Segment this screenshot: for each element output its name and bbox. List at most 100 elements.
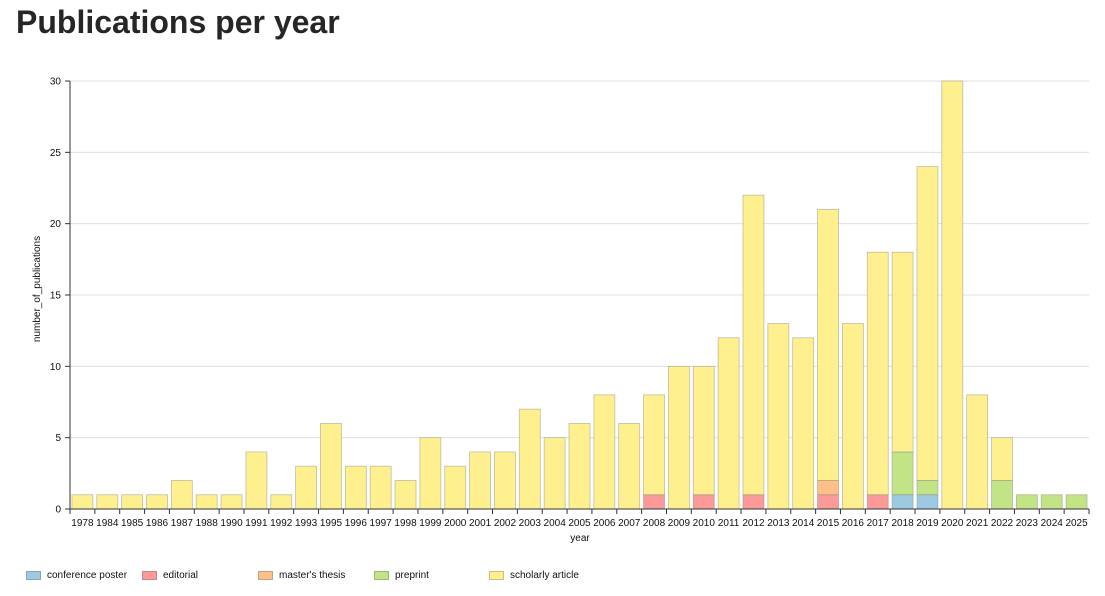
legend-item-preprint[interactable]: preprint — [374, 568, 429, 582]
bar-scholarly-article-1996[interactable] — [344, 465, 367, 510]
x-tick-label: 1998 — [394, 518, 417, 529]
bar-scholarly-article-1992[interactable] — [270, 494, 293, 510]
x-tick-label: 1991 — [245, 518, 268, 529]
x-tick-label: 1992 — [270, 518, 293, 529]
bar-scholarly-article-2002[interactable] — [494, 451, 516, 510]
legend-label: scholarly article — [510, 569, 579, 581]
bar-conference-poster-2018[interactable] — [891, 494, 914, 510]
page-title: Publications per year — [16, 4, 340, 40]
bar-scholarly-article-2003[interactable] — [518, 408, 541, 510]
x-tick-label: 1985 — [121, 518, 144, 529]
y-tick-label: 15 — [50, 291, 62, 302]
bar-scholarly-article-2000[interactable] — [444, 465, 467, 510]
bar-scholarly-article-2006[interactable] — [593, 394, 616, 510]
x-tick-label: 1997 — [370, 518, 393, 529]
bar-preprint-2024[interactable] — [1040, 494, 1063, 510]
bar-editorial-2015[interactable] — [817, 494, 839, 510]
bar-scholarly-article-2010[interactable] — [692, 365, 715, 496]
legend-item-conference-poster[interactable]: conference poster — [26, 568, 127, 582]
bar-scholarly-article-2022[interactable] — [991, 437, 1013, 481]
bar-scholarly-article-2020[interactable] — [941, 80, 964, 510]
bar-preprint-2018[interactable] — [891, 451, 914, 496]
legend-label: preprint — [395, 569, 429, 581]
bar-scholarly-article-2013[interactable] — [767, 323, 790, 510]
bar-scholarly-article-2012[interactable] — [742, 194, 765, 496]
bar-scholarly-article-1984[interactable] — [96, 494, 119, 510]
bar-scholarly-article-1999[interactable] — [419, 437, 442, 510]
x-tick-label: 2017 — [867, 518, 890, 529]
legend-swatch — [374, 570, 389, 580]
x-tick-label: 1996 — [345, 518, 368, 529]
x-tick-label: 2022 — [991, 518, 1014, 529]
bar-scholarly-article-2007[interactable] — [618, 422, 641, 510]
x-tick-label: 1993 — [295, 518, 318, 529]
legend-label: editorial — [163, 569, 199, 581]
bar-scholarly-article-2011[interactable] — [717, 337, 740, 510]
bar-scholarly-article-1988[interactable] — [195, 494, 218, 510]
bar-master-s-thesis-2015[interactable] — [817, 480, 839, 496]
x-tick-label: 2025 — [1065, 518, 1088, 529]
bar-scholarly-article-2005[interactable] — [568, 422, 591, 510]
legend-swatch — [258, 570, 273, 580]
bar-scholarly-article-2017[interactable] — [866, 251, 889, 496]
bar-preprint-2022[interactable] — [991, 480, 1013, 510]
bar-preprint-2025[interactable] — [1065, 494, 1088, 510]
legend-item-scholarly-article[interactable]: scholarly article — [489, 568, 579, 582]
x-tick-label: 1999 — [419, 518, 442, 529]
bar-editorial-2008[interactable] — [643, 494, 665, 510]
x-tick-label: 2006 — [593, 518, 616, 529]
x-tick-label: 2015 — [817, 518, 840, 529]
bar-scholarly-article-2015[interactable] — [817, 208, 839, 481]
bar-scholarly-article-1985[interactable] — [121, 494, 144, 510]
legend-label: master's thesis — [279, 569, 346, 581]
bar-scholarly-article-1986[interactable] — [146, 494, 168, 510]
y-tick-label: 0 — [55, 505, 61, 516]
bar-conference-poster-2019[interactable] — [916, 494, 939, 510]
bar-scholarly-article-2016[interactable] — [841, 323, 864, 510]
x-tick-label: 1988 — [196, 518, 219, 529]
x-tick-label: 2003 — [519, 518, 542, 529]
x-tick-label: 2000 — [444, 518, 467, 529]
bar-editorial-2012[interactable] — [742, 494, 765, 510]
x-tick-label: 1987 — [171, 518, 194, 529]
bar-scholarly-article-1987[interactable] — [170, 480, 193, 510]
y-tick-label: 10 — [50, 362, 62, 373]
bar-scholarly-article-1998[interactable] — [394, 480, 417, 510]
legend-item-master-s-thesis[interactable]: master's thesis — [258, 568, 345, 582]
bar-scholarly-article-2014[interactable] — [792, 337, 815, 510]
x-tick-label: 2004 — [544, 518, 567, 529]
bar-editorial-2010[interactable] — [692, 494, 715, 510]
legend-label: conference poster — [47, 569, 128, 581]
bar-preprint-2019[interactable] — [916, 480, 939, 496]
x-tick-label: 2021 — [966, 518, 989, 529]
x-tick-label: 2001 — [469, 518, 492, 529]
bar-scholarly-article-1993[interactable] — [295, 465, 318, 510]
bar-scholarly-article-1995[interactable] — [320, 422, 342, 510]
bar-scholarly-article-1991[interactable] — [245, 451, 268, 510]
x-tick-label: 2013 — [767, 518, 790, 529]
bar-scholarly-article-2001[interactable] — [469, 451, 491, 510]
bar-scholarly-article-1997[interactable] — [369, 465, 392, 510]
grid-lines — [70, 80, 1089, 439]
legend-swatch — [26, 570, 41, 580]
bar-scholarly-article-2019[interactable] — [916, 166, 939, 481]
x-tick-label: 2014 — [792, 518, 815, 529]
x-tick-label: 1986 — [146, 518, 169, 529]
bar-scholarly-article-2008[interactable] — [643, 394, 665, 496]
bar-preprint-2023[interactable] — [1015, 494, 1038, 510]
bar-scholarly-article-1978[interactable] — [71, 494, 94, 510]
x-tick-label: 2005 — [568, 518, 591, 529]
x-tick-label: 1978 — [71, 518, 94, 529]
bar-scholarly-article-2018[interactable] — [891, 251, 914, 453]
legend-item-editorial[interactable]: editorial — [142, 568, 198, 582]
bar-editorial-2017[interactable] — [866, 494, 889, 510]
x-tick-label: 2011 — [718, 518, 740, 529]
bar-scholarly-article-2009[interactable] — [668, 365, 690, 510]
bar-scholarly-article-2021[interactable] — [966, 394, 989, 510]
x-tick-label: 2018 — [891, 518, 914, 529]
bar-scholarly-article-2004[interactable] — [543, 437, 566, 510]
x-axis-label: year — [570, 533, 590, 544]
bar-scholarly-article-1990[interactable] — [220, 494, 243, 510]
